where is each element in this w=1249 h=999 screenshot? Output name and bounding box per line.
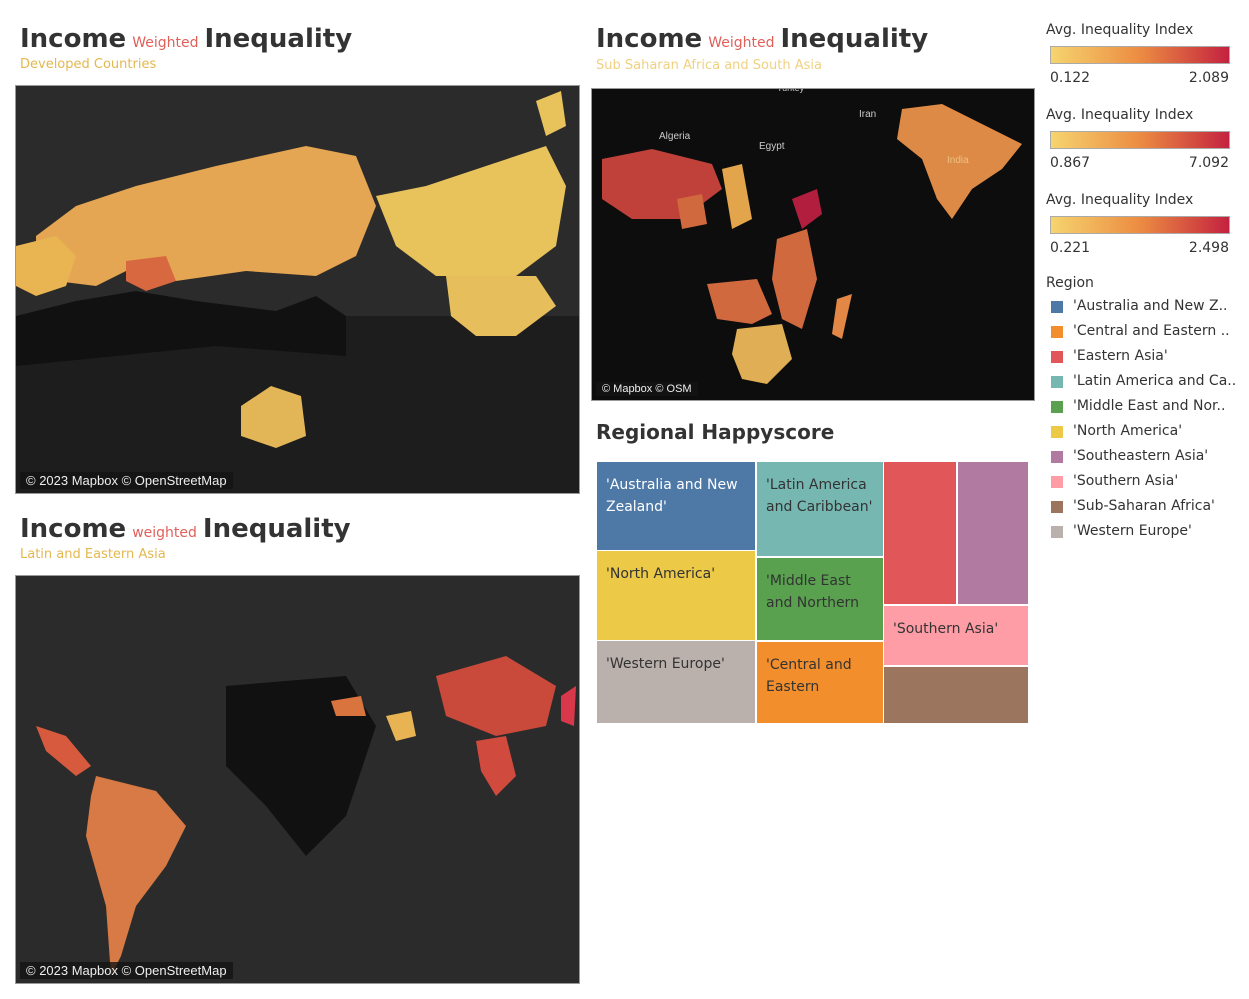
country-area — [126, 256, 176, 291]
legend-title: Avg. Inequality Index — [1046, 22, 1194, 38]
legend-swatch — [1051, 326, 1063, 338]
legend-min: 0.221 — [1050, 240, 1091, 256]
legend-label: 'Eastern Asia' — [1073, 348, 1168, 364]
map-attribution: © 2023 Mapbox © OpenStreetMap — [20, 472, 233, 489]
map-attribution: © Mapbox © OSM — [596, 382, 698, 396]
treemap-cell: 'Latin America and Caribbean' — [757, 462, 883, 556]
map-canvas — [36, 656, 576, 976]
title-end: Inequality — [202, 514, 351, 544]
title-end: Inequality — [780, 24, 929, 54]
legend-swatch — [1051, 476, 1063, 488]
map-label: Egypt — [759, 141, 785, 152]
treemap-cell — [958, 462, 1028, 604]
country-area — [16, 236, 76, 296]
legend-label: 'Southern Asia' — [1073, 473, 1179, 489]
treemap-cell: 'North America' — [597, 551, 755, 640]
map-canvas — [16, 91, 579, 493]
panel-subtitle: Sub Saharan Africa and South Asia — [596, 58, 822, 73]
legend-max: 2.498 — [1188, 240, 1229, 256]
legend-label: 'Western Europe' — [1073, 523, 1192, 539]
title-mid: Weighted — [132, 35, 199, 51]
legend-title: Avg. Inequality Index — [1046, 107, 1194, 123]
legend-max: 7.092 — [1188, 155, 1229, 171]
land-dark — [226, 676, 376, 856]
legend-swatch — [1051, 426, 1063, 438]
legend-gradient — [1050, 131, 1230, 149]
legend-title: Avg. Inequality Index — [1046, 192, 1194, 208]
legend-swatch — [1051, 376, 1063, 388]
country-area — [36, 146, 376, 286]
legend-label: 'Southeastern Asia' — [1073, 448, 1209, 464]
legend-swatch — [1051, 526, 1063, 538]
country-area — [376, 146, 566, 276]
map[interactable]: © 2023 Mapbox © OpenStreetMap — [15, 85, 580, 494]
country-area — [86, 776, 186, 976]
title-start: Income — [20, 514, 127, 544]
legend-label: 'Sub-Saharan Africa' — [1073, 498, 1215, 514]
treemap-cell: 'Western Europe' — [597, 641, 755, 723]
land-dark — [16, 291, 346, 366]
legend-title: Region — [1046, 275, 1094, 291]
country-area — [36, 726, 91, 776]
legend-label: 'Australia and New Z.. — [1073, 298, 1228, 314]
map-canvas — [602, 104, 1022, 384]
panel-title: Income Weighted Inequality — [20, 24, 352, 54]
country-area — [772, 229, 817, 329]
title-end: Inequality — [204, 24, 353, 54]
treemap-cell — [884, 462, 956, 604]
legend-max: 2.089 — [1188, 70, 1229, 86]
legend-swatch — [1051, 401, 1063, 413]
country-area — [386, 711, 416, 741]
legend-label: 'Latin America and Ca.. — [1073, 373, 1237, 389]
country-area — [792, 189, 822, 229]
legend-gradient — [1050, 216, 1230, 234]
country-area — [707, 279, 772, 324]
legend-swatch — [1051, 501, 1063, 513]
title-mid: weighted — [132, 525, 197, 541]
map-label: Turkey — [777, 88, 805, 93]
map[interactable]: © 2023 Mapbox © OpenStreetMap — [15, 575, 580, 984]
country-area — [722, 164, 752, 229]
legend-gradient — [1050, 46, 1230, 64]
country-area — [536, 91, 566, 136]
treemap-cell: 'Central and Eastern — [757, 642, 883, 723]
map-label: Algeria — [659, 131, 691, 142]
country-area — [241, 386, 306, 448]
map-label: India — [947, 155, 969, 166]
country-area — [331, 696, 366, 716]
map-attribution: © 2023 Mapbox © OpenStreetMap — [20, 962, 233, 979]
title-start: Income — [596, 24, 703, 54]
legend-swatch — [1051, 301, 1063, 313]
treemap-cell: 'Southern Asia' — [884, 606, 1028, 665]
country-area — [446, 276, 556, 336]
treemap-cell: 'Australia and New Zealand' — [597, 462, 755, 550]
country-area — [677, 194, 707, 229]
panel-subtitle: Developed Countries — [20, 57, 157, 72]
legend-label: 'Middle East and Nor.. — [1073, 398, 1226, 414]
map-label: Iran — [859, 109, 877, 120]
treemap-title: Regional Happyscore — [596, 420, 835, 444]
country-area — [436, 656, 556, 736]
legend-swatch — [1051, 451, 1063, 463]
legend-label: 'Central and Eastern .. — [1073, 323, 1230, 339]
panel-subtitle: Latin and Eastern Asia — [20, 547, 166, 562]
map[interactable]: Turkey Algeria Egypt Iran India © Mapbox… — [591, 88, 1035, 401]
country-area — [732, 324, 792, 384]
legend-label: 'North America' — [1073, 423, 1183, 439]
panel-title: Income weighted Inequality — [20, 514, 351, 544]
title-start: Income — [20, 24, 127, 54]
treemap-cell — [884, 667, 1028, 723]
panel-title: Income Weighted Inequality — [596, 24, 928, 54]
treemap-cell: 'Middle East and Northern — [757, 558, 883, 640]
country-area — [561, 686, 576, 726]
legend-swatch — [1051, 351, 1063, 363]
country-area — [897, 104, 1022, 219]
legend-min: 0.122 — [1050, 70, 1091, 86]
legend-min: 0.867 — [1050, 155, 1091, 171]
country-area — [832, 294, 852, 339]
country-area — [476, 736, 516, 796]
title-mid: Weighted — [708, 35, 775, 51]
